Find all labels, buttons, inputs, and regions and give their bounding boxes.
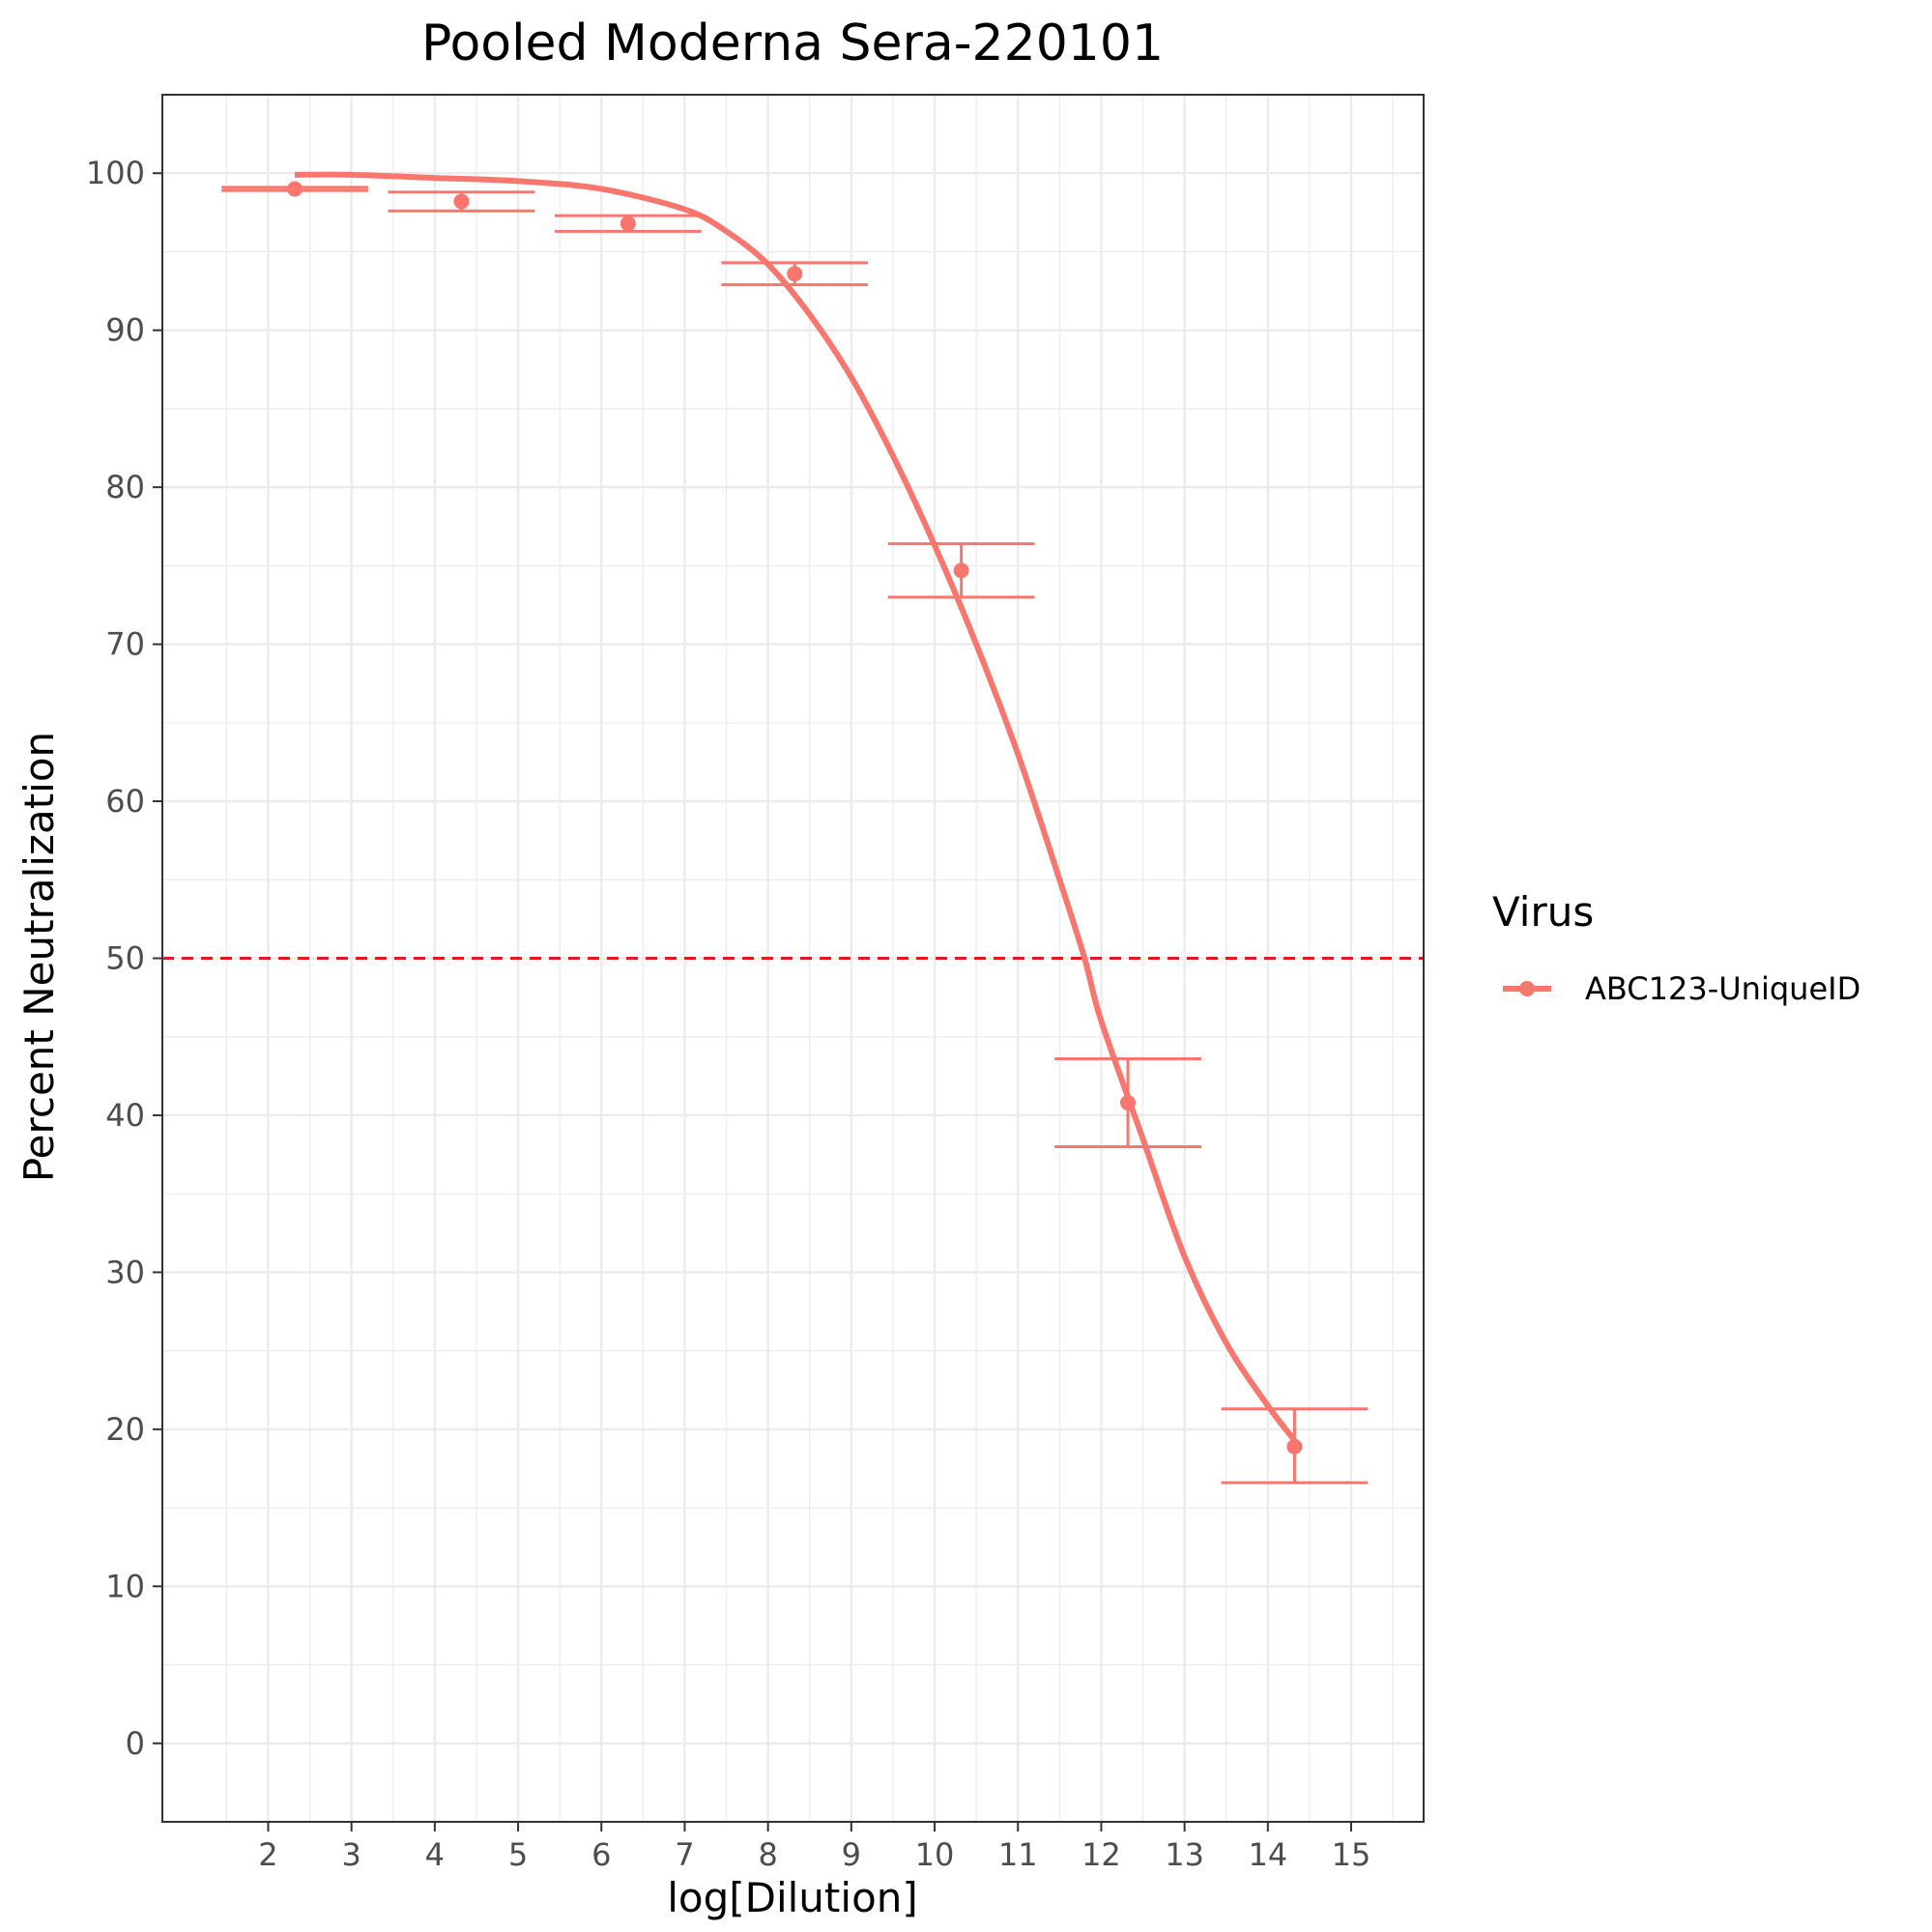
data-point bbox=[953, 562, 969, 579]
x-tick-label: 2 bbox=[258, 1836, 277, 1873]
y-tick-label: 90 bbox=[105, 312, 145, 349]
data-point bbox=[620, 216, 636, 232]
x-tick-label: 6 bbox=[591, 1836, 611, 1873]
x-tick-label: 4 bbox=[425, 1836, 445, 1873]
x-tick-label: 10 bbox=[915, 1836, 955, 1873]
data-point bbox=[453, 193, 470, 210]
x-tick-label: 12 bbox=[1081, 1836, 1121, 1873]
fit-curve bbox=[295, 171, 1297, 1443]
chart-title: Pooled Moderna Sera-220101 bbox=[421, 14, 1164, 72]
y-tick-label: 50 bbox=[105, 940, 145, 977]
data-point bbox=[287, 181, 303, 197]
x-tick-label: 15 bbox=[1332, 1836, 1371, 1873]
y-tick-label: 80 bbox=[105, 469, 145, 505]
data-point bbox=[1286, 1438, 1303, 1455]
data-points bbox=[287, 181, 1303, 1455]
y-tick-label: 60 bbox=[105, 783, 145, 820]
legend-label: ABC123-UniqueID bbox=[1585, 970, 1860, 1007]
x-tick-label: 3 bbox=[341, 1836, 360, 1873]
y-tick-label: 0 bbox=[126, 1725, 145, 1762]
x-tick-label: 13 bbox=[1165, 1836, 1204, 1873]
x-axis-ticks: 2 3 4 5 6 7 8 9 10 11 12 13 14 15 bbox=[258, 1822, 1370, 1873]
data-point bbox=[1120, 1094, 1137, 1110]
y-tick-label: 70 bbox=[105, 626, 145, 663]
legend: Virus ABC123-UniqueID bbox=[1492, 888, 1860, 1007]
data-point bbox=[787, 266, 803, 282]
fit-curve-group bbox=[295, 171, 1297, 1443]
legend-key-point bbox=[1519, 981, 1535, 996]
x-tick-label: 14 bbox=[1248, 1836, 1287, 1873]
y-tick-label: 20 bbox=[105, 1411, 145, 1448]
x-tick-label: 8 bbox=[758, 1836, 777, 1873]
x-tick-label: 5 bbox=[508, 1836, 528, 1873]
y-tick-label: 30 bbox=[105, 1254, 145, 1290]
x-tick-label: 7 bbox=[675, 1836, 694, 1873]
y-axis-ticks: 0 10 20 30 40 50 60 70 80 90 100 bbox=[86, 155, 162, 1762]
y-axis-title: Percent Neutralization bbox=[15, 732, 63, 1182]
y-tick-label: 10 bbox=[105, 1568, 145, 1604]
y-tick-label: 40 bbox=[105, 1097, 145, 1134]
x-tick-label: 9 bbox=[842, 1836, 861, 1873]
legend-title: Virus bbox=[1492, 888, 1594, 936]
x-tick-label: 11 bbox=[998, 1836, 1038, 1873]
x-axis-title: log[Dilution] bbox=[667, 1874, 918, 1921]
y-tick-label: 100 bbox=[86, 155, 145, 191]
